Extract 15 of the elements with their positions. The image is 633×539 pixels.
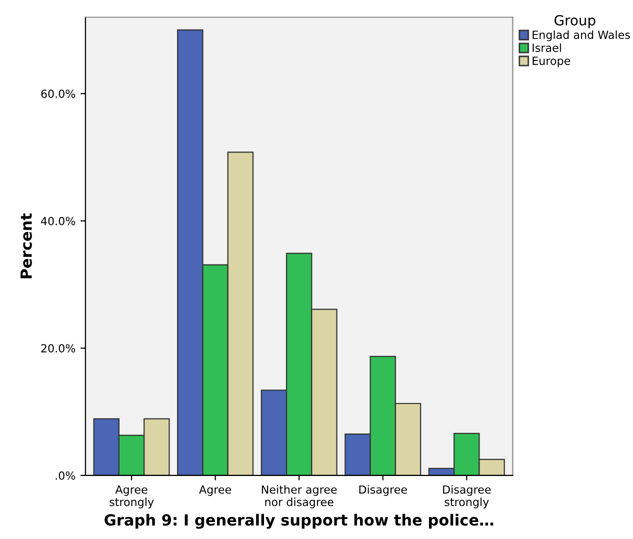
legend-label: Israel — [532, 43, 561, 52]
x-tick-label: Agree — [199, 485, 232, 496]
y-axis-title: Percent — [20, 213, 32, 278]
y-tick-label: 40.0% — [40, 216, 76, 226]
legend-title: Group — [554, 14, 596, 28]
y-tick-label: .0% — [56, 471, 76, 480]
legend-label: Europe — [532, 56, 570, 68]
y-tick-label: 20.0% — [41, 344, 76, 353]
x-tick-label: Agree strongly — [110, 485, 154, 508]
x-tick-label: Neither agree nor disagree — [262, 485, 337, 508]
x-tick-label: Disagree strongly — [443, 485, 491, 508]
legend-label: Englad and Wales — [532, 30, 630, 42]
x-axis-title: Graph 9: I generally support how the police… — [104, 514, 494, 529]
x-tick-label: Disagree — [359, 485, 407, 496]
y-tick-label: 60.0% — [41, 90, 76, 98]
